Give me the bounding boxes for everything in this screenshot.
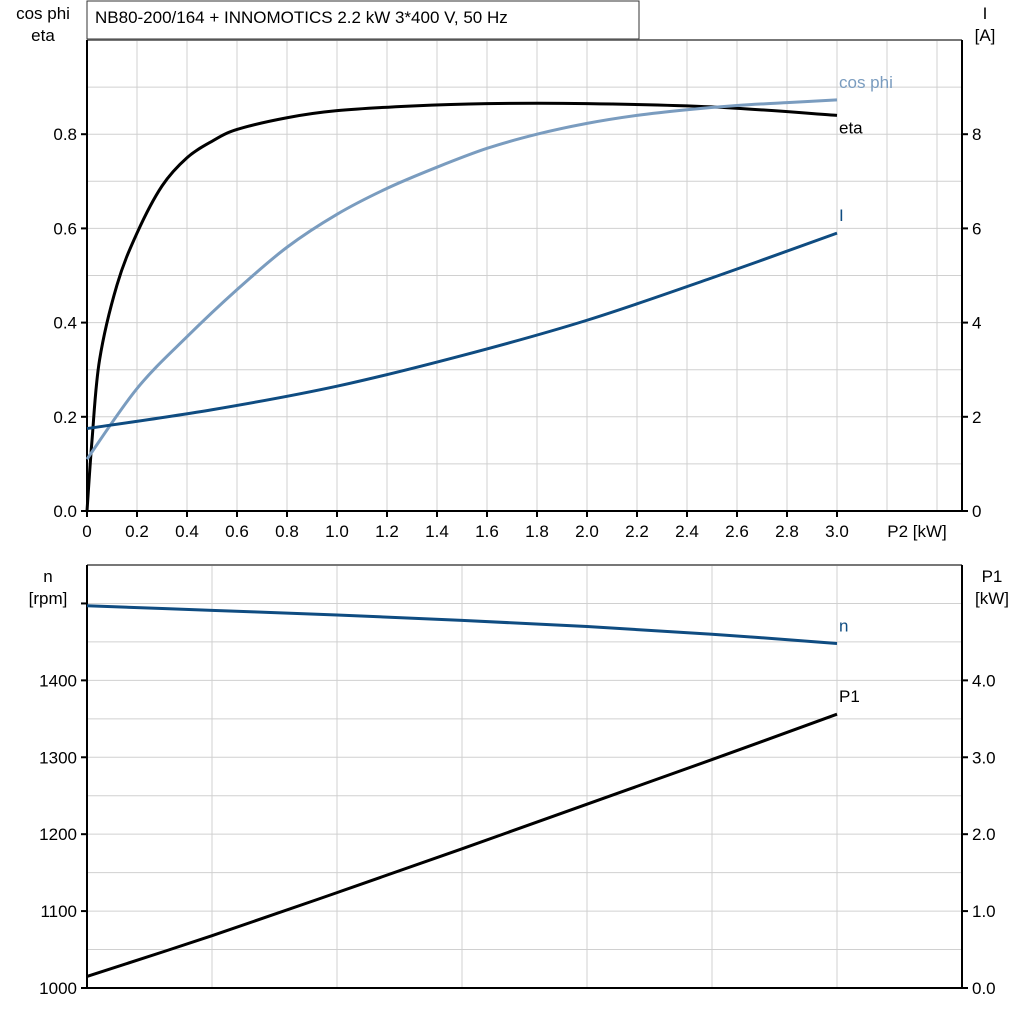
top-chart: 0.0 0.2 0.4 0.6 0.8 0 2 4 6 8 cos phi eta I [A] eta cos… <box>16 0 996 541</box>
y-tick-label-left: 1300 <box>39 748 77 767</box>
series-line-i <box>86 231 838 431</box>
x-tick-label: 0.8 <box>275 522 299 541</box>
y-axis-label-right: [kW] <box>975 589 1009 608</box>
y-tick-label-left: 0.2 <box>53 408 77 427</box>
x-axis-label: P2 [kW] <box>887 522 947 541</box>
y-tick-label-right: 0.0 <box>972 979 996 998</box>
x-tick-label: 1.0 <box>325 522 349 541</box>
x-tick-label: 2.6 <box>725 522 749 541</box>
x-tick-label: 0.4 <box>175 522 199 541</box>
y-axis-label-left: n <box>43 567 52 586</box>
y-tick-label-left: 1100 <box>40 902 77 921</box>
x-tick-label: 3.0 <box>825 522 849 541</box>
y-axis-label-left: [rpm] <box>29 589 68 608</box>
y-tick-label-right: 4.0 <box>972 671 996 690</box>
series-label-i: I <box>839 206 844 225</box>
y-axis-label-left: cos phi <box>16 4 70 23</box>
y-axis-label-right: P1 <box>982 567 1003 586</box>
y-tick-label-left: 0.6 <box>53 219 77 238</box>
y-axis-label-left: eta <box>31 26 55 45</box>
y-tick-label-left: 0.8 <box>53 125 77 144</box>
x-tick-label: 1.2 <box>375 522 399 541</box>
y-tick-label-right: 1.0 <box>972 902 996 921</box>
x-tick-label: 1.4 <box>425 522 449 541</box>
y-axis-label-right: [A] <box>975 26 996 45</box>
series-label-n: n <box>839 616 848 635</box>
x-tick-label: 2.0 <box>575 522 599 541</box>
x-tick-label: 0 <box>82 522 91 541</box>
series-label-p1: P1 <box>839 687 860 706</box>
series-line-cos-phi <box>85 98 838 461</box>
y-tick-label-right: 4 <box>972 314 981 333</box>
y-tick-label-right: 8 <box>972 125 981 144</box>
y-tick-label-left: 0.0 <box>53 502 77 521</box>
x-tick-label: 1.6 <box>475 522 499 541</box>
y-tick-label-right: 3.0 <box>972 748 996 767</box>
x-tick-label: 2.4 <box>675 522 699 541</box>
x-tick-label: 2.8 <box>775 522 799 541</box>
y-tick-label-left: 1000 <box>39 979 77 998</box>
x-tick-label: 2.2 <box>625 522 649 541</box>
bottom-chart: 1000 1100 1200 1300 1400 0.0 1.0 2.0 3.0 4.0 n [rpm… <box>29 564 1009 998</box>
y-tick-label-right: 6 <box>972 219 981 238</box>
y-tick-label-right: 2.0 <box>972 825 996 844</box>
series-line-p1 <box>86 712 838 978</box>
y-axis-label-right: I <box>983 4 988 23</box>
x-tick-label: 0.2 <box>125 522 149 541</box>
y-tick-label-left: 1400 <box>39 671 77 690</box>
x-tick-label: 1.8 <box>525 522 549 541</box>
chart-title: NB80-200/164 + INNOMOTICS 2.2 kW 3*400 V… <box>95 8 508 27</box>
series-label-eta: eta <box>839 118 863 137</box>
y-tick-label-left: 1200 <box>39 825 77 844</box>
title-box <box>86 0 640 40</box>
series-label-cos-phi: cos phi <box>839 73 893 92</box>
y-tick-label-right: 0 <box>972 502 981 521</box>
y-tick-label-left: 0.4 <box>53 314 77 333</box>
series-line-eta <box>85 101 838 512</box>
x-tick-label: 0.6 <box>225 522 249 541</box>
y-tick-label-right: 2 <box>972 408 981 427</box>
series-line-n <box>86 604 838 645</box>
